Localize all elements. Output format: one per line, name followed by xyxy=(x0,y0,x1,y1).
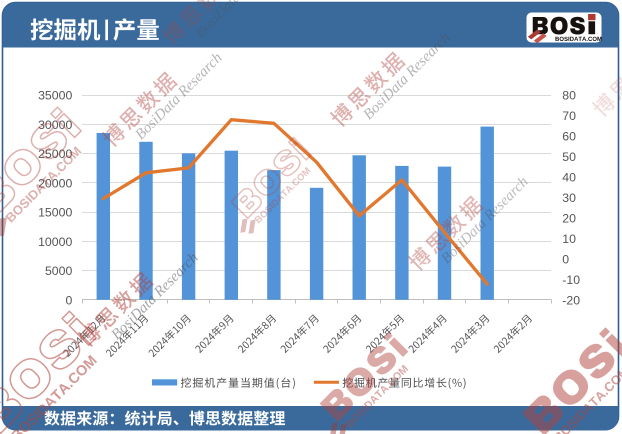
svg-text:5000: 5000 xyxy=(45,264,73,278)
svg-text:25000: 25000 xyxy=(38,147,72,161)
svg-text:80: 80 xyxy=(562,89,576,103)
svg-text:50: 50 xyxy=(562,150,576,164)
svg-text:70: 70 xyxy=(562,109,576,123)
svg-text:10000: 10000 xyxy=(38,235,72,249)
svg-text:-20: -20 xyxy=(562,294,580,308)
svg-text:0: 0 xyxy=(562,253,569,267)
svg-text:20000: 20000 xyxy=(38,177,72,191)
svg-text:10: 10 xyxy=(562,232,576,246)
svg-text:30000: 30000 xyxy=(38,118,72,132)
svg-text:60: 60 xyxy=(562,130,576,144)
svg-text:-10: -10 xyxy=(562,273,580,287)
svg-text:35000: 35000 xyxy=(38,89,72,103)
svg-text:40: 40 xyxy=(562,171,576,185)
svg-text:0: 0 xyxy=(65,294,72,308)
svg-text:30: 30 xyxy=(562,191,576,205)
svg-text:20: 20 xyxy=(562,212,576,226)
svg-text:15000: 15000 xyxy=(38,206,72,220)
